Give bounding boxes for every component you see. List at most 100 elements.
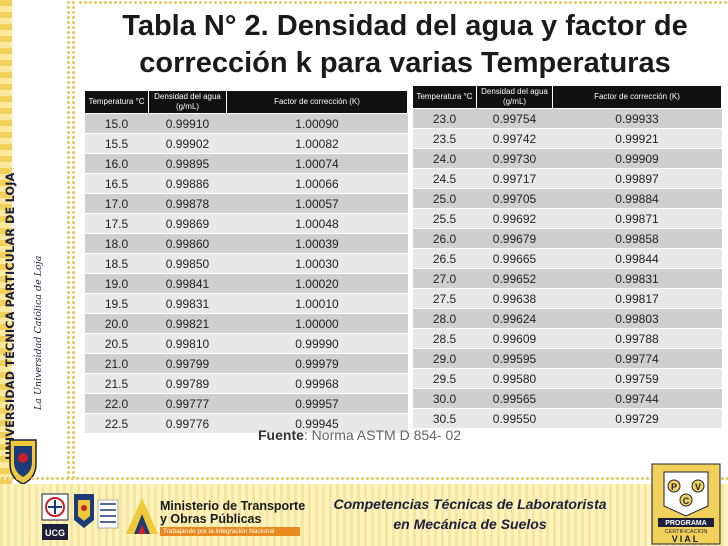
table-row: 19.5 0.99831 1.00010 [84, 293, 408, 314]
ministry-name-line2: y Obras Públicas [160, 512, 262, 526]
cell-density: 0.99652 [476, 268, 553, 289]
table-row: 21.0 0.99799 0.99979 [84, 353, 408, 374]
cell-density: 0.99821 [148, 313, 227, 334]
cell-correction-factor: 0.99858 [552, 228, 722, 249]
table-row: 19.0 0.99841 1.00020 [84, 273, 408, 294]
cell-correction-factor: 1.00030 [226, 253, 408, 274]
cell-temperature: 18.0 [84, 233, 149, 254]
cell-density: 0.99799 [148, 353, 227, 374]
side-stripe [0, 0, 12, 546]
ministry-name: Ministerio de Transporte y Obras Pública… [160, 500, 305, 526]
table-row: 15.5 0.99902 1.00082 [84, 133, 408, 154]
ministry-tagline: Trabajando por la integración Nacional [160, 527, 300, 536]
cell-density: 0.99810 [148, 333, 227, 354]
pvc-letter-p: P [671, 482, 677, 492]
table-row: 16.5 0.99886 1.00066 [84, 173, 408, 194]
top-dotted-border [78, 0, 728, 6]
university-name: UNIVERSIDAD TÉCNICA PARTICULAR DE LOJA [4, 172, 17, 460]
table-row: 26.0 0.99679 0.99858 [412, 228, 722, 249]
cell-density: 0.99850 [148, 253, 227, 274]
cell-temperature: 25.5 [412, 208, 477, 229]
pvc-letter-c: C [683, 496, 690, 506]
density-table-right: Temperatura °C Densidad del agua (g/mL) … [412, 85, 722, 429]
cell-density: 0.99754 [476, 108, 553, 129]
table-row: 15.0 0.99910 1.00090 [84, 113, 408, 134]
column-header-correction-factor: Factor de corrección (K) [552, 85, 722, 109]
cell-temperature: 30.5 [412, 408, 477, 429]
cell-temperature: 28.5 [412, 328, 477, 349]
cell-density: 0.99902 [148, 133, 227, 154]
table-row: 18.5 0.99850 1.00030 [84, 253, 408, 274]
cell-correction-factor: 1.00000 [226, 313, 408, 334]
cell-temperature: 19.5 [84, 293, 149, 314]
cell-correction-factor: 0.99979 [226, 353, 408, 374]
cell-density: 0.99730 [476, 148, 553, 169]
cell-temperature: 18.5 [84, 253, 149, 274]
cell-temperature: 22.5 [84, 413, 149, 434]
side-dots [66, 0, 76, 480]
cell-temperature: 15.5 [84, 133, 149, 154]
cell-correction-factor: 0.99884 [552, 188, 722, 209]
table-row: 24.5 0.99717 0.99897 [412, 168, 722, 189]
cell-temperature: 22.0 [84, 393, 149, 414]
table-row: 25.5 0.99692 0.99871 [412, 208, 722, 229]
table-row: 23.0 0.99754 0.99933 [412, 108, 722, 129]
column-header-density: Densidad del agua (g/mL) [148, 90, 227, 114]
cell-density: 0.99717 [476, 168, 553, 189]
university-band: UNIVERSIDAD TÉCNICA PARTICULAR DE LOJA L… [0, 0, 78, 546]
cell-temperature: 16.5 [84, 173, 149, 194]
cell-density: 0.99692 [476, 208, 553, 229]
cell-correction-factor: 0.99968 [226, 373, 408, 394]
table-row: 27.5 0.99638 0.99817 [412, 288, 722, 309]
cell-density: 0.99550 [476, 408, 553, 429]
cell-correction-factor: 0.99803 [552, 308, 722, 329]
cell-density: 0.99777 [148, 393, 227, 414]
cell-correction-factor: 0.99788 [552, 328, 722, 349]
cell-temperature: 17.5 [84, 213, 149, 234]
pvc-certificacion: CERTIFICACION [665, 529, 708, 535]
cell-density: 0.99679 [476, 228, 553, 249]
cell-correction-factor: 0.99729 [552, 408, 722, 429]
cell-density: 0.99886 [148, 173, 227, 194]
cell-correction-factor: 0.99744 [552, 388, 722, 409]
cell-density: 0.99878 [148, 193, 227, 214]
column-header-correction-factor: Factor de corrección (K) [226, 90, 408, 114]
cell-correction-factor: 0.99990 [226, 333, 408, 354]
table-row: 30.0 0.99565 0.99744 [412, 388, 722, 409]
table-row: 23.5 0.99742 0.99921 [412, 128, 722, 149]
cell-temperature: 27.0 [412, 268, 477, 289]
cell-temperature: 29.0 [412, 348, 477, 369]
cell-correction-factor: 0.99933 [552, 108, 722, 129]
cell-temperature: 17.0 [84, 193, 149, 214]
column-header-temperature: Temperatura °C [412, 85, 477, 109]
cell-correction-factor: 1.00020 [226, 273, 408, 294]
cell-correction-factor: 0.99774 [552, 348, 722, 369]
table-row: 16.0 0.99895 1.00074 [84, 153, 408, 174]
cell-density: 0.99595 [476, 348, 553, 369]
pvc-certification-logo: P V C PROGRAMA CERTIFICACION VIAL [651, 463, 721, 545]
cell-temperature: 23.5 [412, 128, 477, 149]
table-row: 30.5 0.99550 0.99729 [412, 408, 722, 429]
cell-temperature: 23.0 [412, 108, 477, 129]
table-row: 25.0 0.99705 0.99884 [412, 188, 722, 209]
cell-correction-factor: 0.99897 [552, 168, 722, 189]
cell-correction-factor: 1.00090 [226, 113, 408, 134]
cell-temperature: 21.5 [84, 373, 149, 394]
cell-temperature: 29.5 [412, 368, 477, 389]
table-row: 26.5 0.99665 0.99844 [412, 248, 722, 269]
table-row: 18.0 0.99860 1.00039 [84, 233, 408, 254]
cell-density: 0.99831 [148, 293, 227, 314]
pvc-programa: PROGRAMA [665, 520, 707, 527]
cell-correction-factor: 0.99871 [552, 208, 722, 229]
course-title-line2: en Mecánica de Suelos [393, 516, 547, 532]
cell-correction-factor: 1.00010 [226, 293, 408, 314]
cell-temperature: 28.0 [412, 308, 477, 329]
cell-density: 0.99869 [148, 213, 227, 234]
cell-correction-factor: 0.99817 [552, 288, 722, 309]
source-label: Fuente [258, 427, 304, 443]
table-row: 28.0 0.99624 0.99803 [412, 308, 722, 329]
pvc-letter-v: V [695, 482, 701, 492]
table-row: 24.0 0.99730 0.99909 [412, 148, 722, 169]
cell-correction-factor: 1.00066 [226, 173, 408, 194]
cell-density: 0.99895 [148, 153, 227, 174]
